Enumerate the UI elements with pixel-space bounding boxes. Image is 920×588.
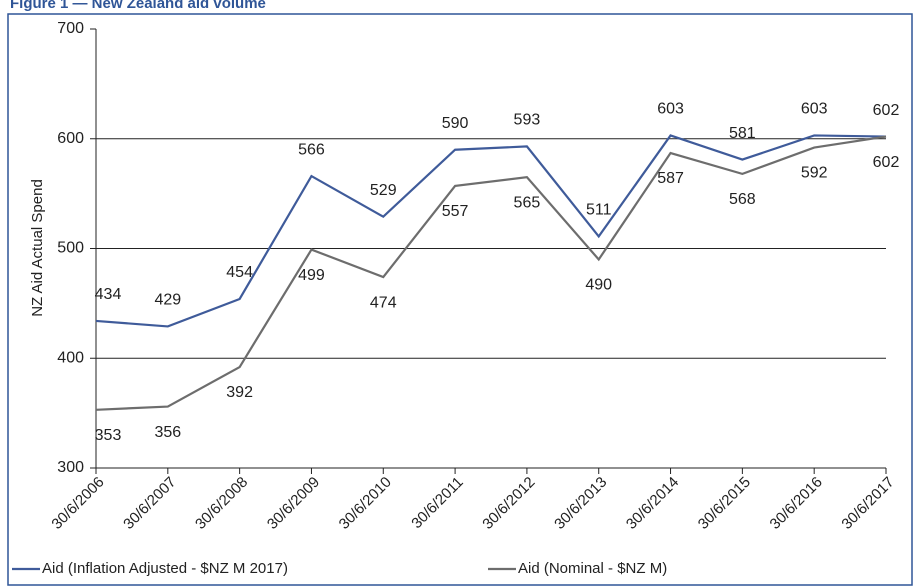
data-label: 603 bbox=[657, 101, 684, 118]
x-tick-label: 30/6/2012 bbox=[479, 474, 538, 533]
legend-label: Aid (Nominal - $NZ M) bbox=[518, 560, 667, 577]
data-label: 356 bbox=[154, 424, 181, 441]
x-tick-label: 30/6/2011 bbox=[408, 474, 466, 532]
data-label: 557 bbox=[442, 203, 469, 220]
data-label: 474 bbox=[370, 294, 397, 311]
x-tick-label: 30/6/2007 bbox=[120, 474, 179, 533]
y-tick-label: 600 bbox=[57, 130, 84, 147]
data-label: 602 bbox=[873, 154, 900, 171]
data-label: 581 bbox=[729, 125, 756, 142]
data-label: 434 bbox=[95, 286, 122, 303]
data-label: 454 bbox=[226, 264, 253, 281]
data-label: 593 bbox=[514, 112, 541, 129]
data-label: 566 bbox=[298, 141, 325, 158]
y-axis-label: NZ Aid Actual Spend bbox=[29, 179, 46, 317]
x-tick-label: 30/6/2009 bbox=[264, 474, 323, 533]
x-tick-label: 30/6/2017 bbox=[838, 474, 897, 533]
x-tick-label: 30/6/2016 bbox=[767, 474, 826, 533]
data-label: 429 bbox=[154, 292, 181, 309]
data-label: 353 bbox=[95, 427, 122, 444]
chart-frame bbox=[7, 13, 913, 586]
data-label: 568 bbox=[729, 191, 756, 208]
x-tick-label: 30/6/2015 bbox=[695, 474, 754, 533]
data-label: 602 bbox=[873, 102, 900, 119]
data-label: 511 bbox=[586, 202, 612, 219]
data-label: 392 bbox=[226, 384, 253, 401]
x-tick-label: 30/6/2008 bbox=[192, 474, 251, 533]
y-tick-label: 500 bbox=[57, 240, 84, 257]
data-label: 499 bbox=[298, 267, 325, 284]
data-label: 587 bbox=[657, 170, 684, 187]
y-tick-label: 400 bbox=[57, 349, 84, 366]
x-tick-label: 30/6/2010 bbox=[336, 474, 395, 533]
data-label: 592 bbox=[801, 165, 828, 182]
data-label: 565 bbox=[514, 194, 541, 211]
x-tick-label: 30/6/2006 bbox=[48, 474, 107, 533]
y-tick-label: 300 bbox=[57, 459, 84, 476]
chart-title: Figure 1 — New Zealand aid volume bbox=[10, 0, 266, 12]
legend-label: Aid (Inflation Adjusted - $NZ M 2017) bbox=[42, 560, 288, 577]
y-tick-label: 700 bbox=[57, 20, 84, 37]
x-tick-label: 30/6/2013 bbox=[551, 474, 610, 533]
data-label: 603 bbox=[801, 101, 828, 118]
x-tick-label: 30/6/2014 bbox=[623, 474, 682, 533]
data-label: 490 bbox=[585, 277, 612, 294]
data-label: 529 bbox=[370, 182, 397, 199]
series-line bbox=[95, 135, 887, 411]
data-label: 590 bbox=[442, 115, 469, 132]
series-line bbox=[95, 134, 887, 328]
